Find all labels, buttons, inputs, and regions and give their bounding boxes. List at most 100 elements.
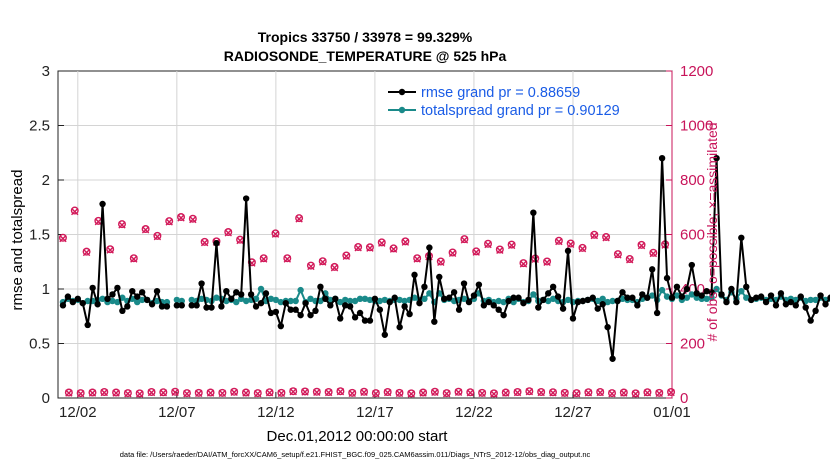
assimilated-obs-stroke [206,389,215,397]
chart-title-line2: RADIOSONDE_TEMPERATURE @ 525 hPa [224,48,507,64]
rmse-point [574,298,582,306]
rmse-point [411,271,418,279]
assimilated-obs-marker [88,389,97,397]
rmse-point [297,311,304,319]
rmse-point [594,305,601,312]
assimilated-obs-marker [631,390,640,398]
rmse-point [391,294,398,301]
possible-obs-marker [218,388,227,397]
possible-obs-marker [401,237,410,246]
rmse-point [406,310,413,318]
rmse-point [688,261,696,269]
assimilated-obs-marker [277,389,286,398]
spread-point [738,287,745,295]
spread-point [223,297,230,305]
assimilated-obs-stroke [124,389,132,398]
assimilated-obs-marker [319,258,327,266]
rmse-point [129,287,136,295]
x-axis-label: Dec.01,2012 00:00:00 start [267,428,449,445]
assimilated-obs-marker [383,388,392,397]
assimilated-obs-marker [218,389,227,398]
y-tick-label: 2 [42,172,50,189]
rmse-point [242,195,250,202]
spread-point [292,297,299,305]
possible-obs-marker [507,240,516,249]
y-tick-label: 1 [42,281,50,298]
rmse-point [807,317,814,324]
rmse-point [777,290,785,297]
assimilated-obs-stroke [88,389,97,397]
spread-point [84,297,91,305]
possible-obs-marker [289,387,298,396]
spread-point [341,296,349,304]
assimilated-obs-stroke [360,388,368,396]
assimilated-obs-stroke [330,264,339,272]
spread-point [109,297,116,305]
assimilated-obs-marker [478,389,486,398]
rmse-point [658,155,666,162]
spread-point [198,295,205,303]
rmse-point [292,306,299,313]
assimilated-obs-stroke [141,226,150,234]
assimilated-obs-marker [259,255,268,263]
possible-obs-marker [430,387,439,396]
possible-obs-marker [360,387,369,396]
rmse-point [208,304,215,311]
spread-point [381,296,389,304]
assimilated-obs-stroke [484,240,492,249]
spread-point [138,296,146,304]
possible-obs-marker [608,389,617,398]
y2-tick-label: 0 [680,390,688,407]
rmse-point [337,315,344,322]
spread-point [173,296,181,304]
possible-obs-marker [495,245,504,254]
assimilated-obs-stroke [478,389,486,398]
possible-obs-marker [265,388,274,397]
rmse-point [525,296,532,304]
spread-point [257,285,265,293]
y2-tick-label: 800 [680,172,705,189]
rmse-point [84,321,91,329]
possible-obs-marker [165,217,174,226]
assimilated-obs-marker [655,389,663,398]
possible-obs-marker [625,255,634,264]
rmse-point [609,355,616,362]
assimilated-obs-stroke [230,388,238,396]
x-tick-label: 12/22 [455,404,493,421]
rmse-point [143,296,151,304]
possible-obs-marker [613,250,622,259]
possible-obs-marker [123,389,132,398]
spread-point [663,293,671,300]
assimilated-obs-marker [124,389,132,398]
rmse-point [267,309,275,317]
assimilated-obs-stroke [519,260,528,268]
rmse-point [341,302,349,309]
rmse-point [366,317,374,324]
spread-point [361,295,369,303]
assimilated-obs-stroke [631,390,640,398]
assimilated-obs-stroke [324,388,333,397]
spread-point [599,295,606,303]
possible-obs-marker [129,254,138,263]
spread-point [153,297,161,305]
rmse-point [668,294,676,301]
possible-obs-marker [478,388,487,397]
assimilated-obs-stroke [437,258,445,266]
possible-obs-marker [135,389,144,398]
assimilated-obs-marker [472,248,480,256]
spread-point [114,298,121,306]
assimilated-obs-stroke [643,389,652,397]
spread-point [594,297,601,305]
assimilated-obs-marker [448,249,457,257]
possible-obs-marker [442,389,451,398]
rmse-point [376,306,384,313]
rmse-point [644,294,651,301]
assimilated-obs-stroke [259,255,268,263]
assimilated-obs-stroke [112,389,120,397]
assimilated-obs-marker [348,389,356,398]
assimilated-obs-stroke [366,244,374,252]
assimilated-obs-stroke [336,388,345,396]
spread-point [648,292,656,299]
possible-obs-marker [460,235,469,244]
rmse-point [287,306,294,313]
